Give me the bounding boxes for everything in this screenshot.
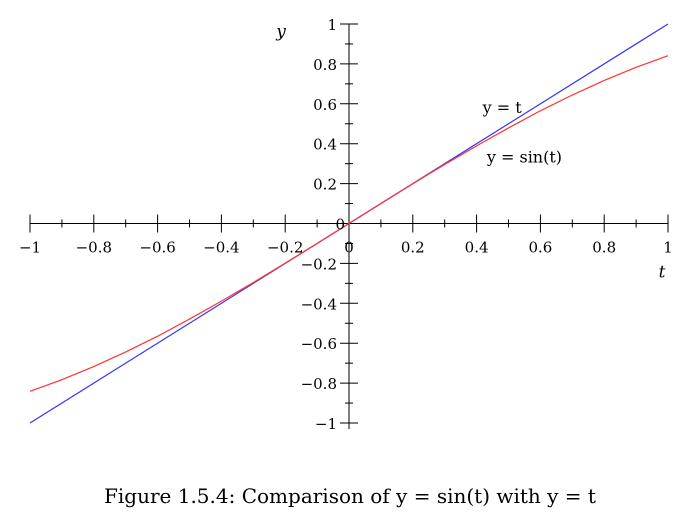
axes	[29, 23, 669, 429]
x-tick-label: −1	[19, 239, 41, 257]
x-tick-label: −0.6	[139, 239, 175, 257]
y-tick-label: −0.2	[301, 255, 337, 273]
x-tick-label: −0.8	[76, 239, 112, 257]
x-tick-label: 0.2	[401, 239, 425, 257]
series-line-y-equals-sin-t	[29, 55, 669, 392]
x-tick-label: −0.2	[267, 239, 303, 257]
x-tick-label: 0.4	[465, 239, 489, 257]
annotation-y-equals-sin-t: y = sin(t)	[486, 148, 562, 167]
x-axis-label: t	[659, 263, 666, 283]
y-tick-label: 0.4	[313, 136, 337, 154]
y-tick-label: 0.2	[313, 176, 337, 194]
y-tick-label: 1	[327, 16, 337, 34]
y-tick-label: 0.6	[313, 96, 337, 114]
y-tick-label: −0.4	[301, 295, 337, 313]
annotation-y-equals-t: y = t	[482, 98, 523, 117]
figure-caption: Figure 1.5.4: Comparison of y = sin(t) w…	[104, 484, 596, 508]
y-tick-label: −1	[315, 415, 337, 433]
labels: t y y = t y = sin(t) −1 −0.8 −0.6 −0.4 −0.2 0…	[19, 16, 673, 433]
x-tick-label: 0.6	[528, 239, 552, 257]
x-tick-label: 1	[663, 239, 673, 257]
chart: t y y = t y = sin(t) −1 −0.8 −0.6 −0.4 −0.2 0…	[19, 16, 673, 433]
y-tick-label: 0	[335, 216, 345, 234]
curves	[29, 23, 669, 424]
y-tick-label: 0.8	[313, 56, 337, 74]
y-tick-label: −0.8	[301, 375, 337, 393]
x-tick-label: 0.8	[592, 239, 616, 257]
x-tick-label: 0	[344, 239, 354, 257]
x-tick-label: −0.4	[203, 239, 239, 257]
y-tick-label: −0.6	[301, 335, 337, 353]
y-axis-label: y	[275, 22, 286, 42]
